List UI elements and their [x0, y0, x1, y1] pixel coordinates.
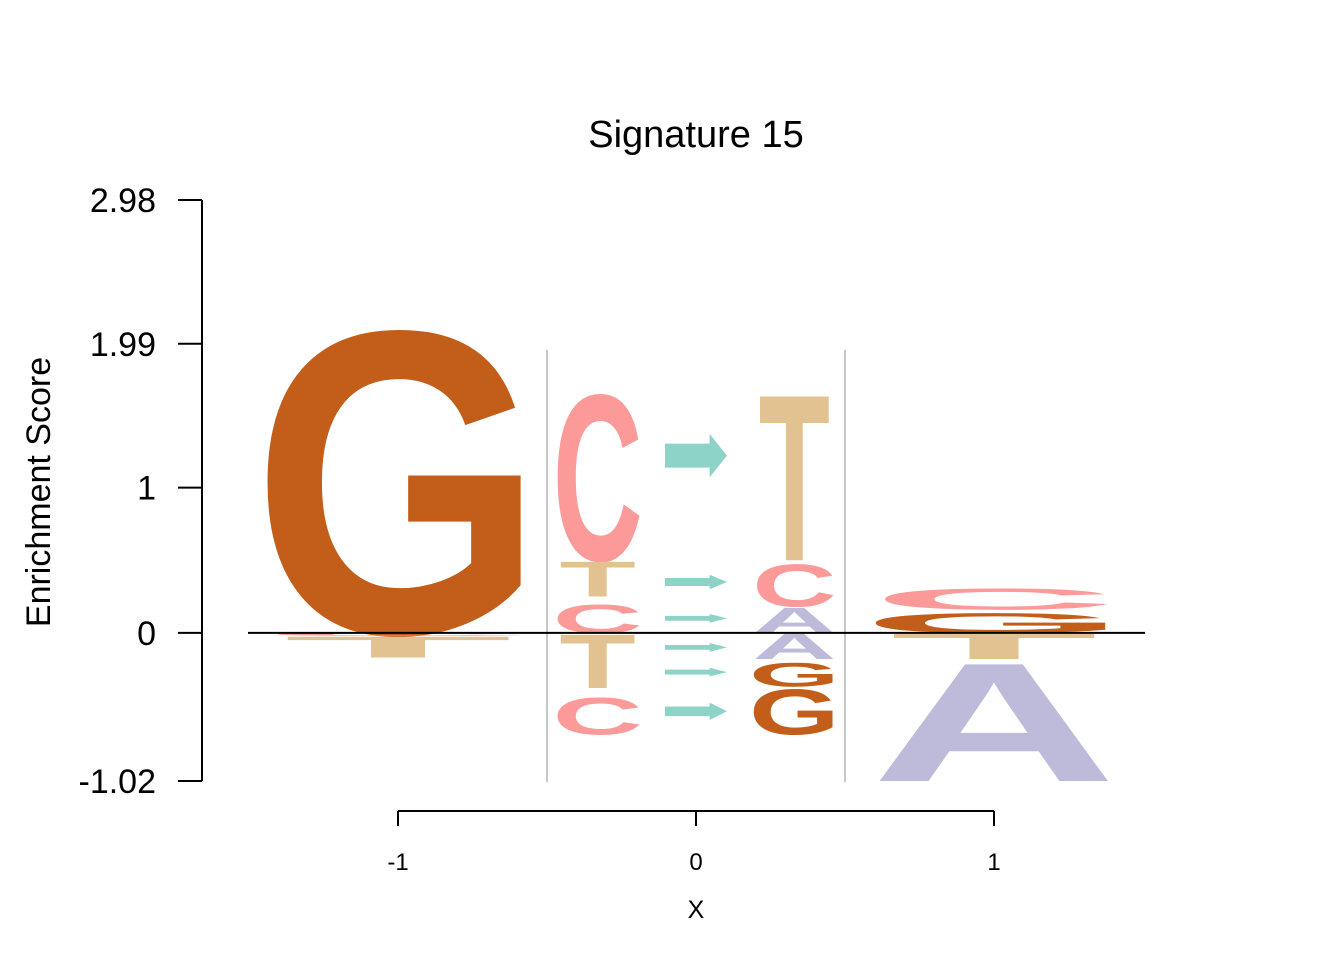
axes: 2.98 1.99 1 0 -1.02 -1 0 1: [79, 182, 1001, 876]
y-tick-label: -1.02: [79, 763, 157, 801]
letter-C: C: [263, 632, 534, 637]
letter-G: G: [749, 656, 840, 694]
letter-C: C: [553, 687, 643, 746]
x-tick-label: -1: [387, 849, 408, 876]
arrow-glyph: [665, 433, 727, 478]
letter-C: C: [871, 582, 1117, 616]
chart-title: Signature 15: [588, 114, 804, 156]
x-tick-label: 0: [689, 849, 702, 876]
y-axis-label: Enrichment Score: [20, 357, 58, 627]
letter-T: T: [559, 552, 635, 608]
y-tick-label: 1: [137, 470, 156, 508]
x-tick-label: 1: [987, 849, 1000, 876]
letter-A: A: [752, 600, 836, 640]
y-tick-label: 0: [137, 615, 156, 653]
letter-G: G: [252, 240, 544, 725]
arrow-glyph: [665, 574, 727, 590]
arrow-glyph: [665, 702, 727, 720]
letter-C: C: [553, 346, 643, 611]
letter-T: T: [759, 344, 830, 611]
letter-A: A: [871, 628, 1117, 817]
letter-C: C: [553, 596, 643, 641]
arrow-glyph: [665, 667, 727, 677]
letter-G: G: [749, 676, 840, 748]
y-tick-label: 2.98: [90, 182, 156, 220]
y-tick-label: 1.99: [90, 326, 156, 364]
letter-C: C: [752, 552, 836, 620]
arrow-glyph: [665, 613, 727, 623]
x-axis-label: X: [688, 896, 705, 924]
letter-T: T: [283, 630, 512, 664]
arrow-glyph: [665, 643, 727, 652]
